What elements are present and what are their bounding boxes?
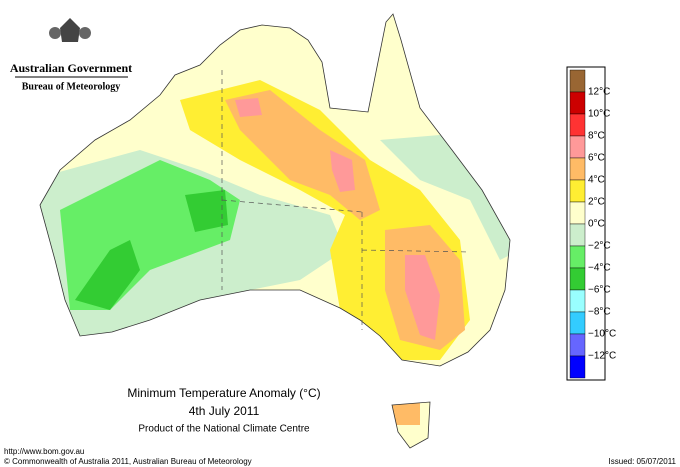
issued: Issued: 05/07/2011 xyxy=(609,457,677,466)
legend-label: 2°C xyxy=(588,197,605,208)
legend-label: −2°C xyxy=(588,241,611,252)
legend-swatch xyxy=(569,245,586,269)
url: http://www.bom.gov.au xyxy=(4,447,84,456)
legend-label: 8°C xyxy=(588,131,605,142)
coastline xyxy=(39,13,511,449)
legend-swatch xyxy=(569,157,586,181)
legend-swatch xyxy=(569,179,586,203)
legend-label: −10°C xyxy=(588,329,616,340)
legend-label: 6°C xyxy=(588,153,605,164)
legend-label: −6°C xyxy=(588,285,611,296)
legend-swatch xyxy=(569,91,586,115)
legend-label: 10°C xyxy=(588,109,610,120)
legend-swatch xyxy=(569,113,586,137)
map-product: Product of the National Climate Centre xyxy=(138,424,310,435)
legend-label: −4°C xyxy=(588,263,611,274)
legend-swatch xyxy=(569,355,586,379)
map-title: Minimum Temperature Anomaly (°C) xyxy=(127,386,320,400)
legend-swatch xyxy=(569,289,586,313)
state-borders xyxy=(221,70,471,330)
legend-swatch xyxy=(569,223,586,247)
legend-swatch xyxy=(569,333,586,357)
agency: Bureau of Meteorology xyxy=(22,81,121,92)
legend-swatch xyxy=(569,311,586,335)
legend-swatch xyxy=(569,69,586,93)
legend-swatch xyxy=(569,135,586,159)
legend-label: 12°C xyxy=(588,87,610,98)
logo: Australian Government Bureau of Meteorol… xyxy=(10,18,132,92)
map-date: 4th July 2011 xyxy=(189,404,260,418)
copyright: © Commonwealth of Australia 2011, Austra… xyxy=(4,457,252,466)
legend-swatch xyxy=(569,267,586,291)
legend-label: 4°C xyxy=(588,175,605,186)
government: Australian Government xyxy=(10,61,132,75)
legend-label: 0°C xyxy=(588,219,605,230)
legend-swatch xyxy=(569,201,586,225)
legend-label: −8°C xyxy=(588,307,611,318)
legend-label: −12°C xyxy=(588,351,616,362)
legend: 12°C 10°C 8°C 6°C 4°C 2°C 0°C −2°C −4°C −6°C −8°C −… xyxy=(566,66,616,381)
